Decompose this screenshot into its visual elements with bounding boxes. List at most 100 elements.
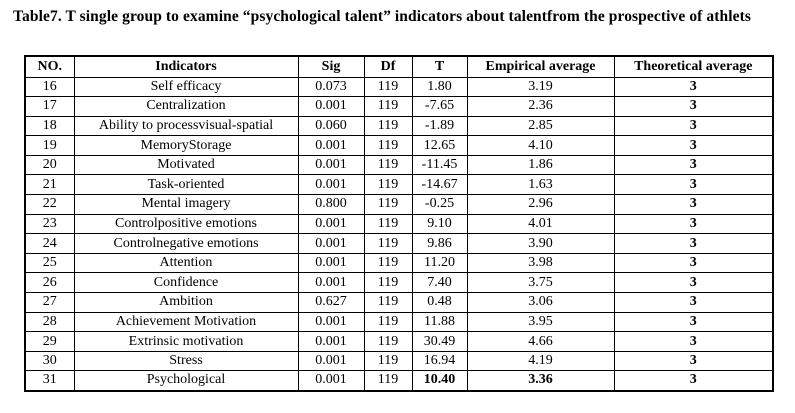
- cell-df: 119: [363, 135, 413, 156]
- cell-t: 12.65: [411, 135, 468, 156]
- cell-theoretical: 3: [613, 272, 774, 294]
- cell-t: -14.67: [411, 174, 468, 196]
- cell-theoretical: 3: [613, 135, 774, 156]
- cell-sig: 0.001: [297, 154, 365, 176]
- cell-empirical: 3.95: [466, 311, 615, 333]
- cell-theoretical: 3: [613, 213, 774, 235]
- cell-no: 30: [24, 350, 75, 372]
- cell-no: 28: [24, 311, 75, 333]
- cell-theoretical: 3: [613, 96, 774, 117]
- cell-t: 10.40: [411, 370, 468, 391]
- cell-df: 119: [363, 213, 413, 235]
- cell-empirical: 1.86: [466, 154, 615, 176]
- cell-indicator: Self efficacy: [73, 76, 299, 98]
- table-row: 20 Motivated 0.001 119 -11.45 1.86 3: [24, 154, 774, 176]
- cell-sig: 0.001: [297, 331, 365, 352]
- cell-df: 119: [363, 194, 413, 215]
- cell-sig: 0.001: [297, 96, 365, 117]
- cell-no: 18: [24, 115, 75, 137]
- cell-theoretical: 3: [613, 174, 774, 196]
- cell-theoretical: 3: [613, 233, 774, 254]
- table-header: NO. Indicators Sig Df T Empirical averag…: [24, 55, 774, 78]
- header-sig: Sig: [297, 55, 365, 78]
- cell-empirical: 4.19: [466, 350, 615, 372]
- cell-indicator: Psychological: [73, 370, 299, 391]
- cell-indicator: Ability to processvisual-spatial: [73, 115, 299, 137]
- table-row: 24 Controlnegative emotions 0.001 119 9.86 3.…: [24, 233, 774, 254]
- table-row: 31 Psychological 0.001 119 10.40 3.36 3: [24, 370, 774, 391]
- cell-sig: 0.001: [297, 135, 365, 156]
- cell-theoretical: 3: [613, 370, 774, 391]
- cell-t: -1.89: [411, 115, 468, 137]
- cell-sig: 0.001: [297, 174, 365, 196]
- cell-theoretical: 3: [613, 292, 774, 313]
- cell-no: 24: [24, 233, 75, 254]
- cell-empirical: 3.06: [466, 292, 615, 313]
- cell-empirical: 3.90: [466, 233, 615, 254]
- table-body: 16 Self efficacy 0.073 119 1.80 3.19 3 17 Centra…: [24, 76, 774, 391]
- cell-empirical: 1.63: [466, 174, 615, 196]
- table-row: 28 Achievement Motivation 0.001 119 11.88 3.9…: [24, 311, 774, 333]
- cell-t: -0.25: [411, 194, 468, 215]
- cell-theoretical: 3: [613, 252, 774, 274]
- cell-sig: 0.001: [297, 272, 365, 294]
- table-row: 26 Confidence 0.001 119 7.40 3.75 3: [24, 272, 774, 294]
- cell-sig: 0.001: [297, 213, 365, 235]
- cell-no: 21: [24, 174, 75, 196]
- cell-sig: 0.001: [297, 233, 365, 254]
- cell-t: 11.88: [411, 311, 468, 333]
- cell-sig: 0.001: [297, 252, 365, 274]
- cell-theoretical: 3: [613, 76, 774, 98]
- cell-empirical: 3.19: [466, 76, 615, 98]
- cell-no: 31: [24, 370, 75, 391]
- cell-no: 20: [24, 154, 75, 176]
- cell-t: -11.45: [411, 154, 468, 176]
- cell-no: 19: [24, 135, 75, 156]
- cell-theoretical: 3: [613, 331, 774, 352]
- cell-sig: 0.073: [297, 76, 365, 98]
- table-row: 19 MemoryStorage 0.001 119 12.65 4.10 3: [24, 135, 774, 156]
- cell-indicator: MemoryStorage: [73, 135, 299, 156]
- cell-sig: 0.060: [297, 115, 365, 137]
- cell-t: -7.65: [411, 96, 468, 117]
- cell-no: 17: [24, 96, 75, 117]
- cell-df: 119: [363, 370, 413, 391]
- header-t: T: [411, 55, 468, 78]
- cell-empirical: 2.36: [466, 96, 615, 117]
- table-row: 29 Extrinsic motivation 0.001 119 30.49 4.66 3: [24, 331, 774, 352]
- cell-sig: 0.001: [297, 350, 365, 372]
- cell-indicator: Motivated: [73, 154, 299, 176]
- cell-theoretical: 3: [613, 350, 774, 372]
- cell-no: 26: [24, 272, 75, 294]
- table-row: 18 Ability to processvisual-spatial 0.060 1…: [24, 115, 774, 137]
- cell-sig: 0.001: [297, 370, 365, 391]
- cell-indicator: Confidence: [73, 272, 299, 294]
- header-df: Df: [363, 55, 413, 78]
- cell-df: 119: [363, 154, 413, 176]
- cell-no: 25: [24, 252, 75, 274]
- cell-indicator: Controlpositive emotions: [73, 213, 299, 235]
- cell-df: 119: [363, 252, 413, 274]
- cell-empirical: 2.85: [466, 115, 615, 137]
- cell-sig: 0.627: [297, 292, 365, 313]
- table-row: 17 Centralization 0.001 119 -7.65 2.36 3: [24, 96, 774, 117]
- cell-empirical: 4.66: [466, 331, 615, 352]
- cell-indicator: Stress: [73, 350, 299, 372]
- cell-df: 119: [363, 311, 413, 333]
- cell-indicator: Attention: [73, 252, 299, 274]
- cell-theoretical: 3: [613, 115, 774, 137]
- table-row: 21 Task-oriented 0.001 119 -14.67 1.63 3: [24, 174, 774, 196]
- cell-t: 11.20: [411, 252, 468, 274]
- cell-no: 22: [24, 194, 75, 215]
- cell-indicator: Extrinsic motivation: [73, 331, 299, 352]
- cell-sig: 0.001: [297, 311, 365, 333]
- cell-t: 9.86: [411, 233, 468, 254]
- cell-indicator: Controlnegative emotions: [73, 233, 299, 254]
- cell-df: 119: [363, 76, 413, 98]
- cell-t: 9.10: [411, 213, 468, 235]
- cell-t: 30.49: [411, 331, 468, 352]
- cell-no: 29: [24, 331, 75, 352]
- cell-indicator: Centralization: [73, 96, 299, 117]
- cell-df: 119: [363, 115, 413, 137]
